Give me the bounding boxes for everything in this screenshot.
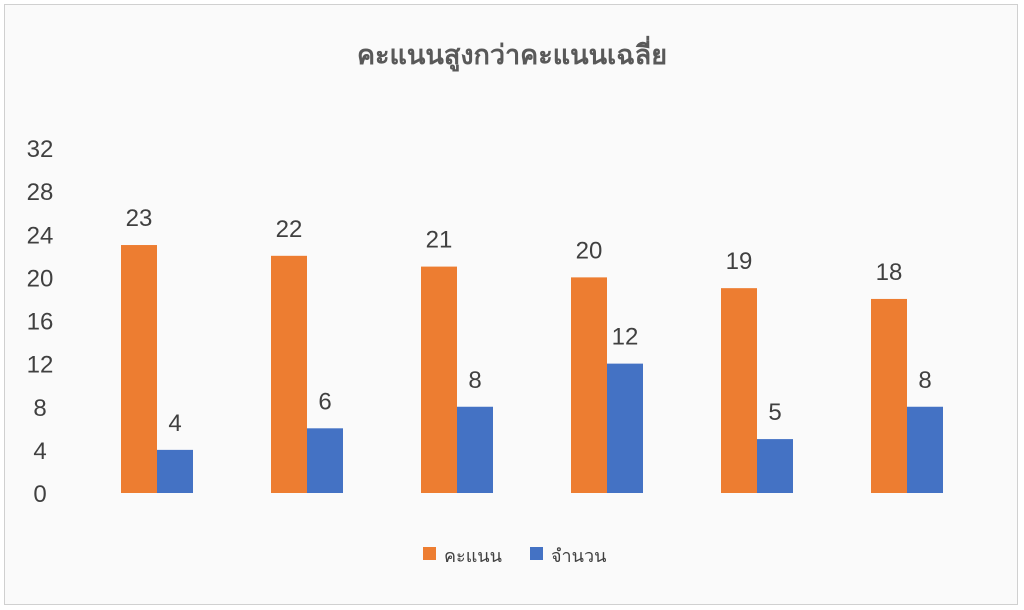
bar-score (271, 255, 307, 493)
y-tick-label: 28 (27, 179, 54, 206)
legend-label: จำนวน (551, 546, 606, 567)
bar-count (607, 363, 643, 493)
data-label: 6 (318, 388, 331, 415)
y-tick-label: 16 (27, 309, 54, 336)
data-label: 4 (168, 410, 181, 437)
y-tick-label: 12 (27, 352, 54, 379)
legend-label: คะแนน (444, 546, 502, 567)
data-label: 8 (918, 367, 931, 394)
bar-score (121, 245, 157, 493)
y-tick-label: 0 (33, 481, 46, 508)
bar-count (757, 439, 793, 493)
data-label: 18 (876, 259, 903, 286)
data-label: 5 (768, 399, 781, 426)
legend-swatch (423, 547, 436, 560)
bar-score (421, 266, 457, 493)
legend: คะแนน จำนวน (423, 546, 606, 567)
legend-swatch (530, 547, 543, 560)
data-label: 8 (468, 367, 481, 394)
bar-score (871, 298, 907, 493)
bar-count (307, 428, 343, 493)
y-tick-label: 20 (27, 265, 54, 292)
y-tick-label: 4 (33, 438, 46, 465)
data-label: 22 (276, 216, 303, 243)
data-label: 12 (612, 324, 639, 351)
data-label: 20 (576, 237, 603, 264)
y-tick-label: 32 (27, 136, 54, 163)
data-labels-group: 23 4 22 6 21 8 20 12 19 5 18 8 (126, 205, 932, 437)
data-label: 23 (126, 205, 153, 232)
bar-score (721, 288, 757, 493)
y-tick-label: 8 (33, 395, 46, 422)
bar-count (457, 406, 493, 493)
bar-count (907, 406, 943, 493)
y-tick-label: 24 (27, 222, 54, 249)
chart-frame (4, 4, 1018, 605)
data-label: 21 (426, 227, 453, 254)
bar-score (571, 277, 607, 493)
bars-group (121, 245, 943, 493)
data-label: 19 (726, 248, 753, 275)
chart-title: คะแนนสูงกว่าคะแนนเฉลี่ย (357, 35, 667, 72)
bar-count (157, 449, 193, 493)
y-axis: 0 4 8 12 16 20 24 28 32 (27, 136, 54, 508)
